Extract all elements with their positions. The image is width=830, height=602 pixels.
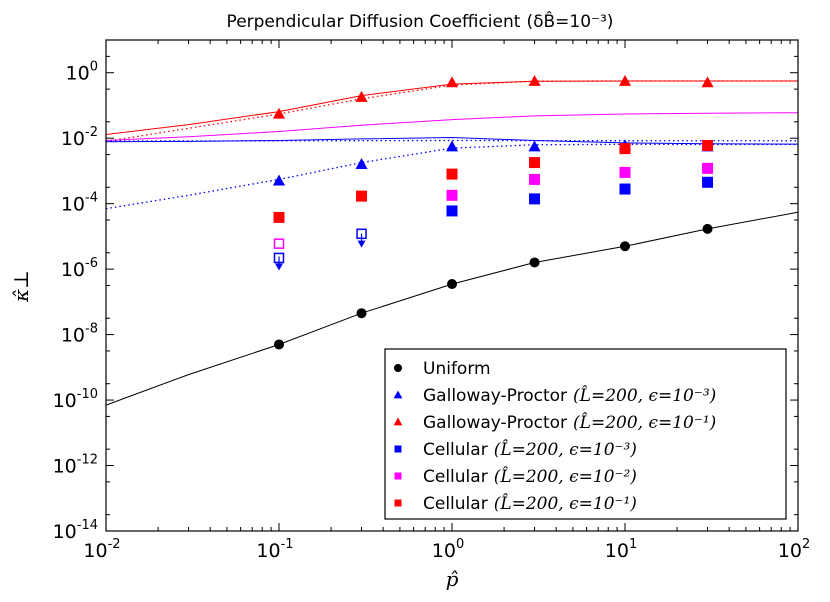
galloway-proctor-series-1-point [355, 157, 368, 169]
chart-title-text: Perpendicular Diffusion Coefficient [227, 12, 521, 32]
cellular-series-3-point [446, 205, 458, 217]
galloway-proctor-series-2-point [445, 76, 459, 88]
legend-label: Cellular (L̂=200, ϵ=10⁻¹) [423, 494, 637, 514]
uniform-series-0-point [529, 257, 540, 268]
legend-marker [393, 417, 403, 426]
legend-marker [394, 499, 402, 507]
x-tick-label: 10-1 [256, 537, 293, 562]
legend-label-math: (L̂=200, ϵ=10⁻³) [494, 440, 637, 460]
legend-box [384, 348, 787, 520]
chart-title: Perpendicular Diffusion Coefficient (δB̂=… [227, 11, 614, 32]
upper-limit-arrow [357, 240, 366, 248]
galloway-proctor-series-1-point [272, 174, 286, 186]
y-tick-label: 10-8 [61, 322, 98, 347]
cellular-series-5-point [619, 143, 631, 155]
red-dotted-curve [106, 80, 798, 143]
y-axis-label: κ̂⊥ [9, 270, 33, 303]
axis-ticks [105, 40, 799, 532]
x-axis-label: p̂ [446, 567, 459, 591]
legend-marker [393, 390, 403, 399]
legend-label-math: (L̂=200, ϵ=10⁻¹) [573, 413, 716, 433]
legend-label-name: Cellular [423, 467, 488, 487]
legend-marker [394, 445, 402, 453]
legend-label-name: Cellular [423, 440, 488, 460]
open-square-marker [273, 238, 285, 249]
legend-label-math: (L̂=200, ϵ=10⁻²) [494, 467, 637, 487]
legend-marker [394, 364, 402, 372]
y-tick-label: 10-14 [53, 518, 98, 543]
galloway-proctor-series-2-point [528, 74, 541, 86]
upper-limit-arrow [275, 263, 283, 271]
uniform-series-0-point [274, 339, 284, 350]
cellular-series-4-point [702, 162, 714, 174]
uniform-series-0-point [702, 223, 713, 234]
cellular-series-5-point [356, 190, 368, 202]
galloway-proctor-series-1-point [528, 140, 541, 152]
cellular-series-4-point [619, 166, 631, 178]
axis-tick-labels: 10-2 10-1 100 101 102 10-14 10-12 10-10 10-8 10-6… [53, 60, 811, 562]
x-tick-label: 100 [432, 537, 464, 562]
legend-label-name: Cellular [423, 494, 488, 514]
cellular-series-5-point [529, 157, 541, 169]
y-tick-label: 10-12 [53, 453, 98, 478]
legend-label: Uniform [423, 359, 491, 379]
plot-markers [272, 74, 714, 350]
legend-label-name: Galloway-Proctor [423, 413, 567, 433]
galloway-proctor-series-2-point [272, 107, 286, 119]
red-solid-curve [106, 80, 798, 135]
cellular-series-3-point [529, 193, 541, 205]
cellular-series-3-point [619, 183, 631, 195]
y-tick-label: 10-4 [61, 191, 98, 216]
magenta-solid-curve [106, 112, 798, 141]
legend-label: Cellular (L̂=200, ϵ=10⁻³) [423, 440, 637, 460]
legend-marker [394, 472, 402, 480]
galloway-proctor-series-1-point [445, 140, 459, 152]
uniform-series-0-point [620, 241, 630, 252]
x-tick-label: 102 [778, 537, 810, 562]
chart-title-math: (δB̂=10⁻³) [526, 11, 613, 32]
galloway-proctor-series-2-point [618, 74, 632, 86]
legend-label-math: (L̂=200, ϵ=10⁻³) [573, 386, 716, 406]
galloway-proctor-series-2-point [701, 76, 714, 88]
uniform-series-0-point [356, 308, 367, 319]
blue-top-dotted-curve [106, 139, 798, 142]
y-tick-label: 100 [66, 60, 98, 85]
y-tick-label: 10-2 [61, 125, 98, 150]
x-tick-label: 101 [605, 537, 637, 562]
legend-label-name: Galloway-Proctor [423, 386, 567, 406]
cellular-series-3-point [702, 176, 714, 188]
cellular-series-4-point [446, 189, 458, 201]
x-tick-label: 10-2 [83, 537, 120, 562]
cellular-series-5-point [702, 139, 714, 151]
legend-label-math: (L̂=200, ϵ=10⁻¹) [494, 494, 637, 514]
cellular-series-4-point [529, 173, 541, 185]
legend-label: Cellular (L̂=200, ϵ=10⁻²) [423, 467, 637, 487]
legend-label-name: Uniform [423, 359, 491, 379]
galloway-proctor-series-2-point [355, 90, 368, 102]
cellular-series-5-point [446, 168, 458, 180]
y-tick-label: 10-6 [61, 256, 98, 281]
uniform-series-0-point [447, 279, 457, 290]
y-tick-label: 10-10 [53, 387, 98, 412]
cellular-series-5-point [273, 211, 285, 223]
legend-label: Galloway-Proctor (L̂=200, ϵ=10⁻¹) [423, 413, 716, 433]
legend-label: Galloway-Proctor (L̂=200, ϵ=10⁻³) [423, 386, 716, 406]
